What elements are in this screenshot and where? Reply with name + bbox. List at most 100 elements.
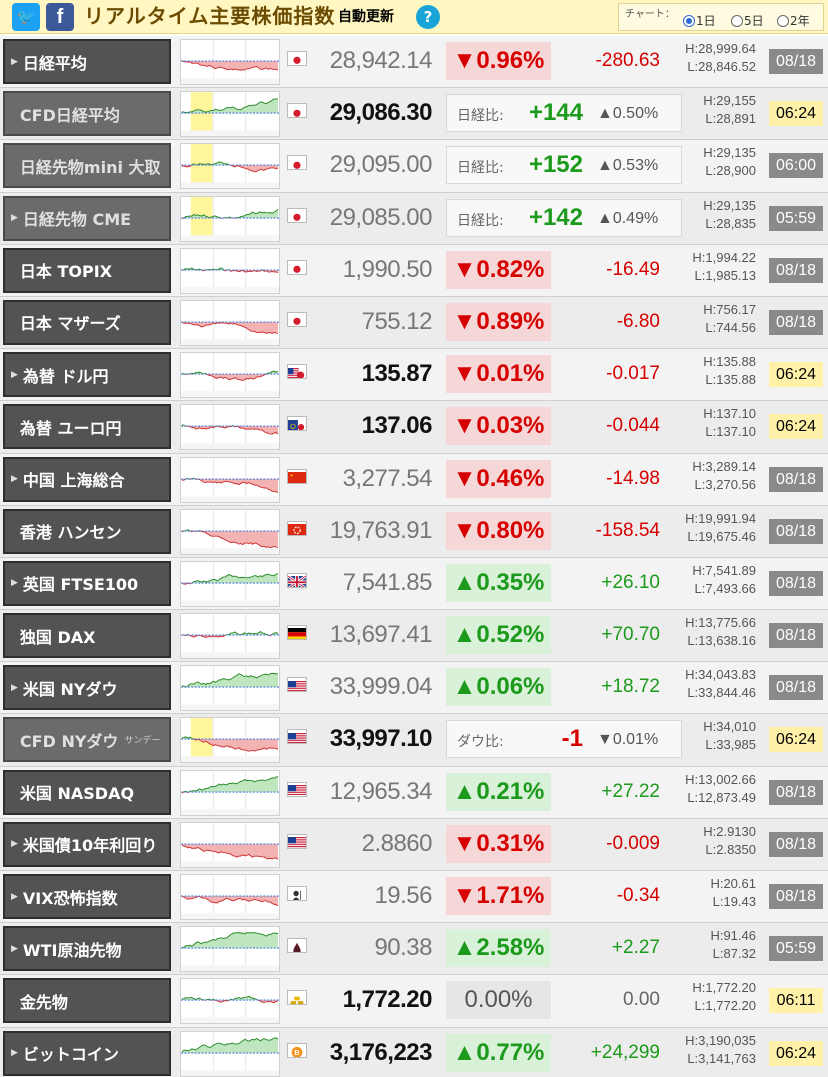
index-name-button[interactable]: ▶ VIX恐怖指数 [3,874,171,919]
current-price: 12,965.34 [329,777,433,805]
sparkline-chart[interactable] [180,91,280,138]
change-percent: ▲0.21% [446,772,551,811]
current-price: 2.8860 [361,829,433,857]
current-price: 3,176,223 [329,1038,433,1066]
sparkline-chart[interactable] [180,874,280,920]
index-row[interactable]: ▶ 日経先物 CME 29,085.00 日経比: +142 ▲0.49% H:29,135… [0,192,828,245]
sparkline-chart[interactable] [180,299,280,346]
index-name-button[interactable]: ▶為替 ユーロ円 [3,404,171,450]
expand-arrow-icon: ▶ [11,943,18,954]
chart-range-1d[interactable]: 1日 [683,12,716,29]
sparkline-chart[interactable] [180,195,280,242]
index-name-button[interactable]: ▶日本 TOPIX [3,247,171,293]
sparkline-chart[interactable] [180,404,280,451]
index-name-button[interactable]: ▶ WTI原油先物 [3,926,171,972]
index-name: 米国 NYダウ [22,679,118,699]
index-name: 金先物 [19,992,68,1012]
sparkline-chart[interactable] [180,613,280,660]
index-table: ▶ 日経平均 28,942.14 ▼0.96% -280.63 H:28,999.64 L:… [0,36,828,1077]
chart-range-2y[interactable]: 2年 [777,12,810,29]
twitter-icon[interactable]: 🐦 [12,3,40,31]
index-row[interactable]: ▶ WTI原油先物 90.38 ▲2.58% +2.27 H:91.46 L:87.32 05… [0,923,828,976]
index-name-button[interactable]: ▶ 中国 上海総合 [3,456,171,502]
index-name-button[interactable]: ▶香港 ハンセン [3,508,171,554]
comparison-box: 日経比: +144 ▲0.50% [446,94,682,133]
change-percent: ▼0.01% [446,355,551,394]
chart-range-5d[interactable]: 5日 [731,12,764,29]
index-row[interactable]: ▶ ビットコイン B 3,176,223 ▲0.77% +24,299 H:3,190,03… [0,1027,828,1077]
chart-range-label: チャート： [625,9,675,20]
change-percent: ▼0.31% [446,824,551,863]
update-time: 08/18 [769,779,823,805]
index-sub-label: サンデー [124,736,161,747]
sparkline-chart[interactable] [180,456,280,503]
index-name-button[interactable]: ▶金先物 [3,978,171,1024]
sparkline-chart[interactable] [180,978,280,1025]
update-time: 06:24 [769,1040,823,1066]
radio-icon [777,14,789,27]
index-row[interactable]: ▶為替 ユーロ円 137.06 ▼0.03% -0.044 H:137.10 L:137.… [0,401,828,454]
comparison-box: 日経比: +152 ▲0.53% [446,146,682,185]
sparkline-chart[interactable] [180,143,280,190]
index-row[interactable]: ▶ 米国 NYダウ 33,999.04 ▲0.06% +18.72 H:34,043.83… [0,662,828,715]
index-name-button[interactable]: ▶ 為替 ドル円 [3,352,171,398]
sparkline-chart[interactable] [180,717,280,764]
index-row[interactable]: ▶金先物 1,772.20 0.00% 0.00 H:1,772.20 L:1,772.2… [0,975,828,1028]
index-name-button[interactable]: ▶日経先物mini 大取 [3,143,171,189]
high-value: H:19,991.94 [685,510,756,526]
index-row[interactable]: ▶日本 TOPIX 1,990.50 ▼0.82% -16.49 H:1,994.22 L… [0,244,828,297]
current-price: 29,085.00 [329,203,433,231]
sparkline-chart[interactable] [180,39,280,85]
sparkline-chart[interactable] [180,508,280,555]
index-name-button[interactable]: ▶ 米国債10年利回り [3,821,171,867]
index-row[interactable]: ▶独国 DAX 13,697.41 ▲0.52% +70.70 H:13,775.66 L… [0,610,828,663]
sparkline-chart[interactable] [180,821,280,868]
index-name-button[interactable]: ▶ 日経先物 CME [3,195,171,241]
sparkline-chart[interactable] [180,665,280,712]
change-percent: ▼0.80% [446,511,551,550]
index-row[interactable]: ▶ 中国 上海総合 3,277.54 ▼0.46% -14.98 H:3,289.14 L:… [0,453,828,506]
low-value: L:28,846.52 [687,59,756,74]
index-name-button[interactable]: ▶日本 マザーズ [3,299,171,345]
sparkline-chart[interactable] [180,926,280,973]
facebook-icon[interactable]: f [46,3,74,31]
sparkline-chart[interactable] [180,352,280,399]
index-row[interactable]: ▶米国 NASDAQ12,965.34▲0.21%+27.22H:13,002.… [0,766,828,819]
change-value: +18.72 [601,676,660,698]
update-time: 08/18 [769,570,823,596]
update-time: 08/18 [769,884,823,909]
index-row[interactable]: ▶CFD NYダウサンデー33,997.10ダウ比:-1▼0.01%H:34,0… [0,714,828,767]
sparkline-chart[interactable] [180,1030,280,1077]
index-name-button[interactable]: ▶ 英国 FTSE100 [3,560,171,606]
index-name-button[interactable]: ▶ 日経平均 [3,39,171,84]
index-row[interactable]: ▶ 日経平均 28,942.14 ▼0.96% -280.63 H:28,999.64 L:… [0,36,828,89]
index-row[interactable]: ▶ VIX恐怖指数 19.56 ▼1.71% -0.34 H:20.61 L:19.43 08… [0,871,828,924]
index-name-button[interactable]: ▶ ビットコイン [3,1030,171,1076]
index-row[interactable]: ▶ 為替 ドル円 135.87 ▼0.01% -0.017 H:135.88 L:135.8… [0,349,828,402]
expand-arrow-icon: ▶ [11,1048,18,1059]
sparkline-chart[interactable] [180,769,280,816]
index-row[interactable]: ▶日本 マザーズ 755.12 ▼0.89% -6.80 H:756.17 L:744.5… [0,296,828,350]
index-row[interactable]: ▶日経先物mini 大取29,095.00日経比:+152▲0.53%H:29,… [0,140,828,193]
comparison-box: ダウ比: -1 ▼0.01% [446,720,682,759]
comparison-label: 日経比: [457,160,504,177]
sparkline-chart[interactable] [180,247,280,294]
index-name-button[interactable]: ▶米国 NASDAQ [3,769,171,815]
comparison-value: +144 [528,99,583,127]
low-value: L:28,900 [705,163,756,179]
high-low: H:13,775.66 L:13,638.16 [662,614,756,650]
index-row[interactable]: ▶ 米国債10年利回り 2.8860 ▼0.31% -0.009 H:2.9130 L:2.… [0,818,828,871]
update-time: 08/18 [769,623,823,649]
index-name-button[interactable]: ▶独国 DAX [3,613,171,659]
index-row[interactable]: ▶CFD日経平均 29,086.30 日経比: +144 ▲0.50% H:29,155 L… [0,88,828,141]
index-name-button[interactable]: ▶ 米国 NYダウ [3,665,171,711]
high-value: H:2.9130 [703,823,756,839]
index-name-button[interactable]: ▶CFD日経平均 [3,91,171,137]
sparkline-chart[interactable] [180,560,280,607]
index-row[interactable]: ▶ 英国 FTSE100 7,541.85 ▲0.35% +26.10 H:7,541.8… [0,557,828,611]
update-time: 05:59 [769,936,823,962]
help-icon[interactable]: ? [416,5,440,29]
comparison-percent: ▲0.50% [597,105,659,123]
index-row[interactable]: ▶香港 ハンセン19,763.91▼0.80%-158.54H:19,991.9… [0,505,828,558]
